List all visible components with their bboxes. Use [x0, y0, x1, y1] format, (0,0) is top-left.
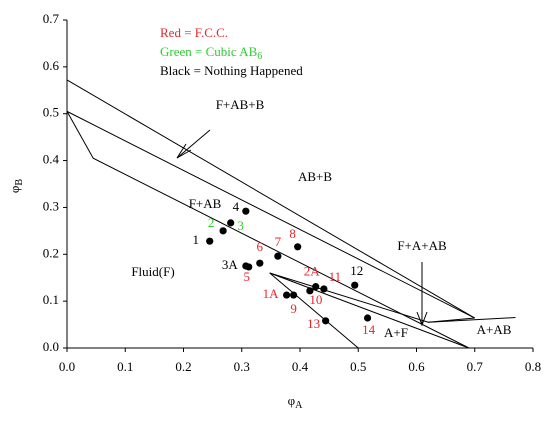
y-tick-label: 0.0: [43, 339, 59, 354]
label-text: Black = Nothing Happened: [160, 63, 303, 78]
point: [289, 291, 298, 299]
point: [306, 287, 314, 295]
y-tick-label: 0.4: [43, 152, 60, 167]
point: [206, 237, 214, 245]
region-label: AB+B: [298, 169, 332, 184]
region-label: A+AB: [477, 322, 512, 337]
phase-boundary: [269, 272, 475, 323]
point: [227, 219, 235, 227]
x-tick-label: 0.7: [467, 359, 484, 374]
arrow: [176, 129, 211, 159]
legend-entry: Black = Nothing Happened: [160, 63, 303, 78]
point-label: 13: [307, 316, 320, 331]
x-tick-label: 0.5: [350, 359, 366, 374]
point: [283, 291, 291, 299]
point: [219, 227, 227, 235]
arrow-head: [176, 143, 192, 159]
phase-boundary: [66, 111, 470, 349]
label-text: φ: [288, 393, 296, 408]
x-axis-label: φA: [288, 393, 304, 411]
label-text: Green = Cubic AB: [160, 44, 258, 59]
label-sub: A: [295, 400, 303, 411]
point-label: 3: [237, 218, 244, 233]
y-tick-label: 0.1: [43, 292, 59, 307]
legend-entry: Red = F.C.C.: [160, 25, 228, 40]
point: [363, 314, 372, 322]
point-label: 2: [208, 215, 215, 230]
point-label: 4: [233, 199, 240, 214]
point: [312, 283, 320, 291]
x-tick-label: 0.8: [525, 359, 541, 374]
point-label: 8: [289, 226, 296, 241]
x-tick-label: 0.3: [234, 359, 250, 374]
phase-boundary: [269, 272, 359, 349]
y-tick-label: 0.3: [43, 198, 59, 213]
label-text: Red = F.C.C.: [160, 25, 228, 40]
point: [351, 281, 359, 289]
region-label: A+F: [384, 325, 408, 340]
y-axis-label: φB: [7, 179, 25, 194]
legend-entry: Green = Cubic AB6: [160, 44, 262, 62]
point: [245, 263, 253, 271]
region-label: F+A+AB: [397, 238, 447, 253]
point-label: 10: [309, 292, 322, 307]
x-tick-label: 0.4: [292, 359, 309, 374]
label-sub: B: [14, 179, 25, 186]
label-sub: 6: [257, 51, 262, 62]
y-tick-label: 0.5: [43, 105, 59, 120]
point: [242, 207, 250, 215]
point-label: 6: [257, 239, 264, 254]
point-label: 11: [329, 269, 342, 284]
x-tick-label: 0.0: [59, 359, 75, 374]
phase-boundary: [269, 272, 470, 349]
point-label: 9: [290, 301, 297, 316]
point: [322, 317, 330, 325]
region-label: Fluid(F): [131, 264, 174, 279]
point-label: 2A: [304, 264, 321, 279]
point: [274, 252, 282, 260]
point: [294, 243, 302, 251]
x-tick-label: 0.1: [117, 359, 133, 374]
x-tick-label: 0.2: [175, 359, 191, 374]
point-label: 12: [350, 263, 363, 278]
arrow-head: [416, 311, 428, 327]
point-label: 3A: [222, 257, 239, 272]
phase-boundary: [66, 79, 476, 319]
point-label: 14: [362, 322, 376, 337]
point: [256, 259, 264, 267]
phase-boundary: [66, 110, 475, 319]
y-tick-label: 0.2: [43, 245, 59, 260]
point-label: 1: [192, 232, 199, 247]
x-tick-label: 0.6: [408, 359, 425, 374]
point: [320, 285, 328, 293]
phase-boundary: [428, 317, 516, 323]
point-label: 1A: [263, 286, 280, 301]
label-text: φ: [7, 186, 22, 194]
point-label: 5: [243, 269, 250, 284]
region-label: F+AB+B: [216, 97, 265, 112]
y-tick-label: 0.6: [43, 58, 60, 73]
region-label: F+AB: [189, 196, 222, 211]
y-tick-label: 0.7: [43, 11, 60, 26]
point-label: 7: [275, 234, 282, 249]
